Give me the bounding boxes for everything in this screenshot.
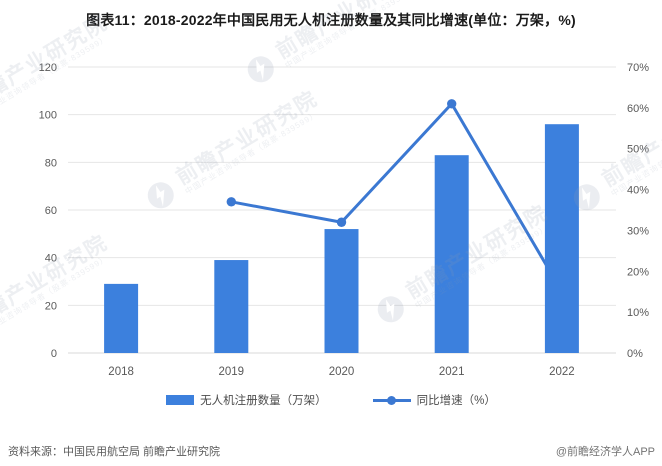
legend-item-registrations: 无人机注册数量（万架） (166, 392, 327, 408)
right-axis-tick: 60% (627, 103, 649, 115)
drone-registration-chart: 0 20 40 60 80 100 120 0% 10% 20% 30% 40% 50% 60% 70% 20… (39, 62, 650, 378)
left-axis-tick: 100 (39, 110, 57, 122)
bar-2018 (104, 283, 139, 353)
line-series-swatch-icon (372, 395, 411, 406)
credit-text: @前瞻经济学人APP (555, 446, 655, 458)
bar-series-swatch-icon (166, 395, 195, 405)
x-axis-label: 2019 (219, 366, 245, 378)
bar-2020 (324, 229, 359, 353)
right-axis-tick: 30% (627, 225, 649, 237)
x-axis-label: 2022 (549, 366, 575, 378)
growth-marker-2021 (447, 99, 457, 109)
legend-label-registrations: 无人机注册数量（万架） (200, 395, 327, 407)
left-axis-tick: 20 (45, 300, 57, 312)
right-axis-tick: 10% (627, 307, 649, 319)
x-axis-label: 2020 (329, 366, 355, 378)
bar-2019 (214, 260, 249, 353)
x-axis-label: 2018 (108, 366, 134, 378)
legend-item-growth: 同比增速（%） (372, 392, 496, 408)
left-axis-tick: 60 (45, 205, 57, 217)
right-axis-tick: 70% (627, 62, 649, 74)
right-axis-tick: 50% (627, 144, 649, 156)
bar-2022 (544, 124, 579, 353)
left-axis-tick: 40 (45, 253, 57, 265)
line-swatch-dot (386, 395, 396, 405)
legend: 无人机注册数量（万架） 同比增速（%） (0, 392, 662, 408)
x-axis-label: 2021 (439, 366, 465, 378)
data-source-text: 资料来源：中国民用航空局 前瞻产业研究院 (8, 446, 221, 458)
left-axis-tick: 80 (45, 157, 57, 169)
chart-title: 图表11：2018-2022年中国民用无人机注册数量及其同比增速(单位：万架，%… (86, 12, 576, 28)
growth-marker-2020 (336, 217, 347, 227)
growth-line (229, 102, 564, 294)
growth-marker-2019 (226, 197, 236, 207)
left-axis-tick: 0 (51, 348, 57, 360)
bar-2021 (434, 155, 469, 353)
footer: 资料来源：中国民用航空局 前瞻产业研究院 @前瞻经济学人APP (0, 438, 662, 460)
legend-label-growth: 同比增速（%） (416, 395, 496, 407)
right-axis-tick: 40% (627, 185, 649, 197)
left-axis-tick: 120 (39, 62, 57, 74)
right-axis-tick: 20% (627, 266, 649, 278)
right-axis-tick: 0% (627, 348, 643, 360)
